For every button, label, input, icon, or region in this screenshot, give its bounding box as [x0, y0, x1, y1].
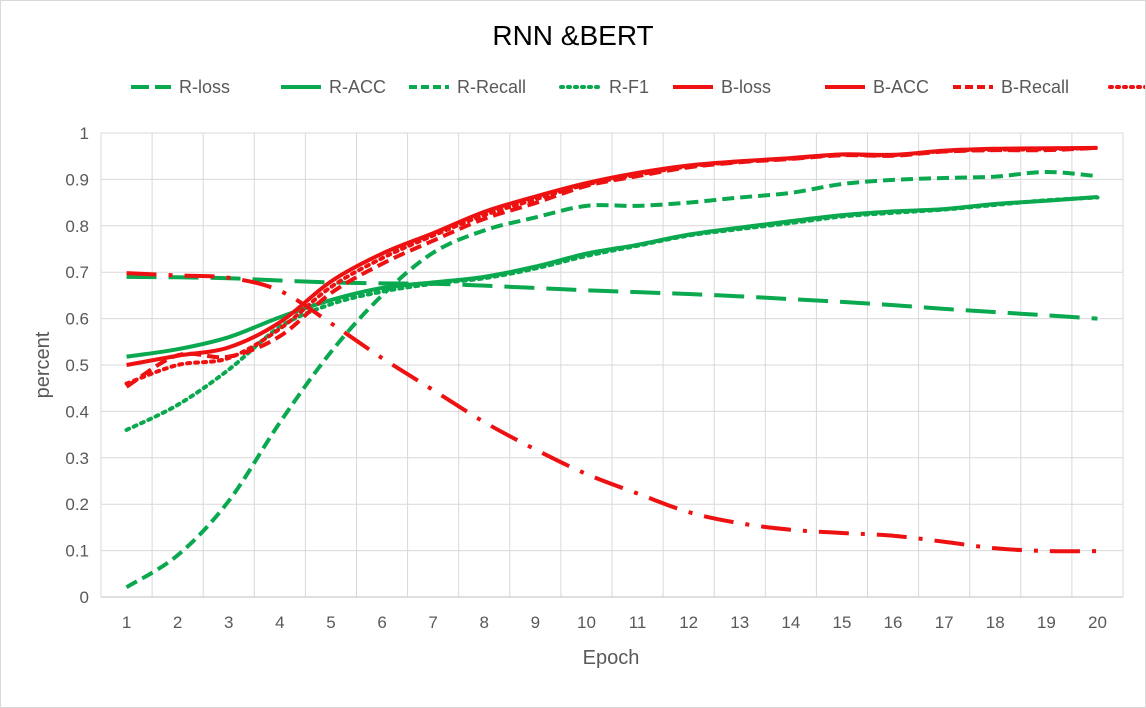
y-tick-label: 0.5 [65, 356, 89, 375]
x-tick-label: 2 [173, 613, 182, 632]
x-tick-label: 10 [577, 613, 596, 632]
legend: R-loss R-ACC R-Recall R-F1 B-loss B-ACC B-Reca… [131, 77, 1145, 97]
legend-item-b-f1: B-F1 [1108, 85, 1145, 89]
series-line-b-loss [126, 271, 1098, 554]
x-tick-label: 6 [377, 613, 386, 632]
x-tick-label: 14 [781, 613, 800, 632]
y-tick-label: 0 [80, 588, 89, 607]
series-line-r-recall [125, 169, 1098, 589]
x-tick-label: 8 [480, 613, 489, 632]
chart-title: RNN &BERT [492, 20, 653, 51]
x-tick-label: 17 [935, 613, 954, 632]
x-tick-label: 18 [986, 613, 1005, 632]
series-line-b-f1 [124, 145, 1100, 386]
y-tick-label: 0.2 [65, 495, 89, 514]
y-tick-label: 0.9 [65, 170, 89, 189]
y-tick-label: 0.3 [65, 449, 89, 468]
legend-item-r-f1: R-F1 [559, 77, 649, 97]
y-tick-label: 1 [80, 124, 89, 143]
legend-item-r-recall: R-Recall [409, 77, 526, 97]
grid [100, 132, 1124, 598]
legend-label: R-loss [179, 77, 230, 97]
x-tick-label: 7 [428, 613, 437, 632]
y-tick-label: 0.6 [65, 310, 89, 329]
x-tick-label: 3 [224, 613, 233, 632]
x-tick-label: 20 [1088, 613, 1107, 632]
x-tick-label: 4 [275, 613, 284, 632]
x-tick-label: 9 [531, 613, 540, 632]
y-tick-label: 0.1 [65, 542, 89, 561]
y-tick-label: 0.8 [65, 217, 89, 236]
legend-item-r-loss: R-loss [131, 77, 230, 97]
y-tick-label: 0.4 [65, 402, 89, 421]
legend-label: R-ACC [329, 77, 386, 97]
x-axis-title: Epoch [583, 647, 640, 669]
x-tick-label: 12 [679, 613, 698, 632]
legend-label: R-Recall [457, 77, 526, 97]
legend-label: B-loss [721, 77, 771, 97]
series-line-r-f1 [124, 195, 1100, 432]
x-tick-label: 15 [832, 613, 851, 632]
y-tick-label: 0.7 [65, 263, 89, 282]
x-tick-label: 19 [1037, 613, 1056, 632]
legend-label: B-Recall [1001, 77, 1069, 97]
legend-item-b-loss: B-loss [673, 77, 771, 97]
x-tick-label: 13 [730, 613, 749, 632]
axes: 00.10.20.30.40.50.60.70.80.911 2 3 4 5 6 7 8 9 10… [65, 124, 1123, 632]
x-tick-label: 1 [122, 613, 131, 632]
x-tick-label: 5 [326, 613, 335, 632]
legend-label: B-ACC [873, 77, 929, 97]
legend-item-b-recall: B-Recall [953, 77, 1069, 97]
series-line-b-recall [125, 145, 1098, 389]
legend-label: R-F1 [609, 77, 649, 97]
y-axis-title: percent [32, 331, 54, 398]
series-lines [124, 145, 1100, 589]
x-tick-label: 16 [884, 613, 903, 632]
legend-item-r-acc: R-ACC [281, 77, 386, 97]
x-tick-label: 11 [629, 613, 647, 632]
series-line-r-loss [126, 274, 1098, 321]
legend-item-b-acc: B-ACC [825, 77, 929, 97]
